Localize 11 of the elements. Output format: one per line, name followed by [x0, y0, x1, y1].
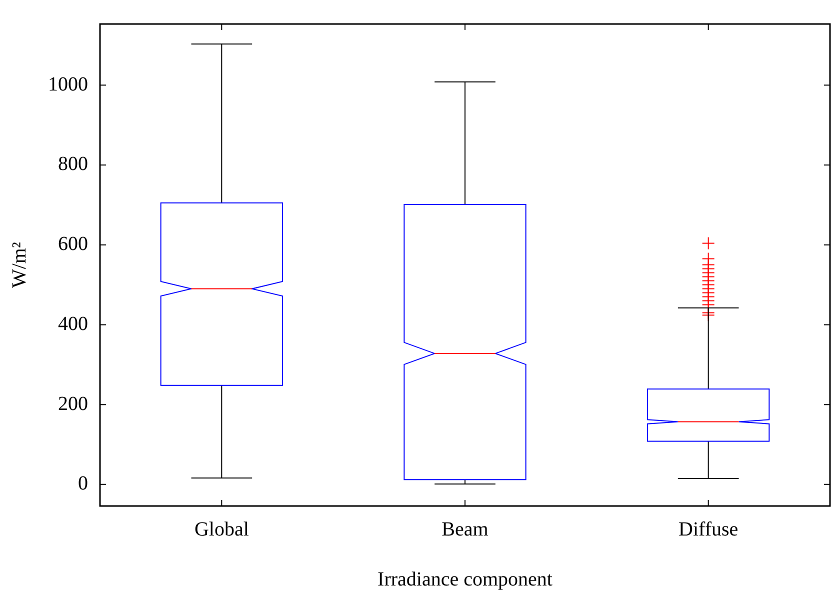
y-axis-title: W/m²	[8, 242, 30, 288]
y-tick-label: 800	[58, 153, 88, 176]
y-tick-label: 1000	[48, 73, 88, 96]
x-tick-label: Beam	[442, 518, 489, 540]
x-tick-label: Diffuse	[678, 518, 738, 540]
y-tick-label: 200	[58, 392, 88, 415]
y-tick-label: 0	[78, 472, 88, 495]
x-axis-title: Irradiance component	[378, 568, 553, 590]
x-tick-label: Global	[194, 518, 250, 540]
y-tick-label: 400	[58, 312, 88, 335]
y-tick-label: 600	[58, 233, 88, 256]
